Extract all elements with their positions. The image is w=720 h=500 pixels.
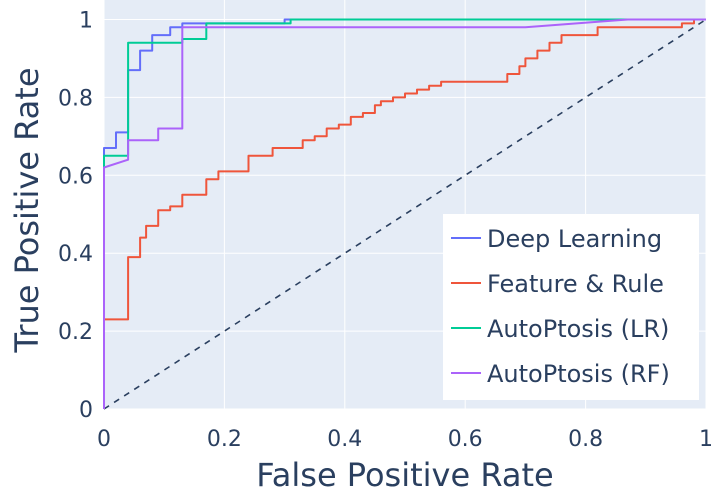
x-axis-title: False Positive Rate bbox=[256, 456, 553, 494]
legend-label-1: Deep Learning bbox=[487, 225, 662, 253]
y-tick-label: 0.4 bbox=[58, 242, 93, 267]
legend: Deep Learning Feature & Rule AutoPtosis (L… bbox=[443, 214, 699, 400]
x-tick-label: 1 bbox=[699, 427, 713, 452]
series-line-2 bbox=[103, 18, 706, 409]
y-tick-label: 0.6 bbox=[58, 164, 93, 189]
y-tick-label: 0.8 bbox=[58, 86, 93, 111]
y-tick-label: 1 bbox=[79, 8, 93, 33]
x-tick-label: 0 bbox=[97, 427, 111, 452]
x-axis-ticks: 0 0.2 0.4 0.6 0.8 1 bbox=[97, 427, 713, 452]
y-tick-label: 0.2 bbox=[58, 320, 93, 345]
legend-label-3: AutoPtosis (LR) bbox=[487, 315, 669, 343]
plot-area bbox=[103, 0, 707, 410]
y-tick-label: 0 bbox=[79, 398, 93, 423]
x-tick-label: 0.2 bbox=[207, 427, 242, 452]
legend-label-2: Feature & Rule bbox=[487, 270, 664, 298]
x-tick-label: 0.6 bbox=[448, 427, 483, 452]
legend-label-4: AutoPtosis (RF) bbox=[487, 360, 670, 388]
series-line-4 bbox=[103, 18, 706, 409]
x-tick-label: 0.4 bbox=[327, 427, 362, 452]
y-axis-title: True Positive Rate bbox=[8, 67, 46, 353]
y-axis-ticks: 0 0.2 0.4 0.6 0.8 1 bbox=[58, 8, 93, 423]
x-tick-label: 0.8 bbox=[568, 427, 603, 452]
legend-box bbox=[443, 214, 699, 400]
series-line-1 bbox=[103, 18, 706, 409]
